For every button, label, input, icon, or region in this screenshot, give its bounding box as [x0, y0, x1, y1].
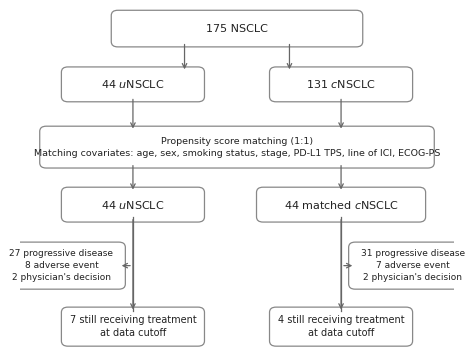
Text: 44 matched cNSCLC: 44 matched cNSCLC [284, 199, 398, 210]
Text: 4 still receiving treatment
at data cutoff: 4 still receiving treatment at data cuto… [278, 315, 404, 338]
Text: 7 still receiving treatment
at data cutoff: 7 still receiving treatment at data cuto… [70, 315, 196, 338]
FancyBboxPatch shape [277, 73, 405, 96]
Text: 44 uNSCLC: 44 uNSCLC [102, 79, 164, 89]
FancyBboxPatch shape [256, 187, 426, 222]
FancyBboxPatch shape [62, 187, 204, 222]
Text: 44 $\it{u}$NSCLC: 44 $\it{u}$NSCLC [101, 78, 164, 90]
FancyBboxPatch shape [349, 242, 474, 289]
FancyBboxPatch shape [270, 307, 412, 346]
Text: 175 NSCLC: 175 NSCLC [206, 23, 268, 34]
Text: 131 $\it{c}$NSCLC: 131 $\it{c}$NSCLC [306, 78, 376, 90]
FancyBboxPatch shape [111, 10, 363, 47]
FancyBboxPatch shape [0, 242, 125, 289]
Text: Propensity score matching (1:1)
Matching covariates: age, sex, smoking status, s: Propensity score matching (1:1) Matching… [34, 137, 440, 158]
Text: 44 uNSCLC: 44 uNSCLC [102, 199, 164, 210]
FancyBboxPatch shape [69, 73, 197, 96]
Text: 27 progressive disease
8 adverse event
2 physician's decision: 27 progressive disease 8 adverse event 2… [9, 249, 113, 282]
FancyBboxPatch shape [40, 126, 434, 168]
FancyBboxPatch shape [69, 194, 197, 216]
Text: 31 progressive disease
7 adverse event
2 physician's decision: 31 progressive disease 7 adverse event 2… [361, 249, 465, 282]
Text: 44 $\it{u}$NSCLC: 44 $\it{u}$NSCLC [101, 199, 164, 211]
FancyBboxPatch shape [264, 194, 418, 216]
FancyBboxPatch shape [62, 67, 204, 102]
FancyBboxPatch shape [62, 307, 204, 346]
Text: 44 matched $\it{c}$NSCLC: 44 matched $\it{c}$NSCLC [283, 199, 399, 211]
Text: 131 cNSCLC: 131 cNSCLC [307, 79, 375, 89]
FancyBboxPatch shape [270, 67, 412, 102]
